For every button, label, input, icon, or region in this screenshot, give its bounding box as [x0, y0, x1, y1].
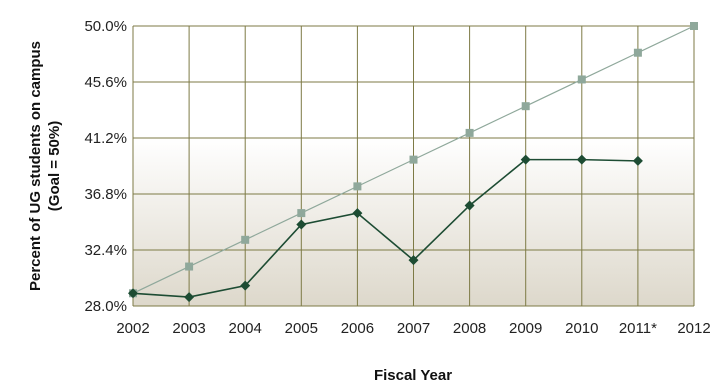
- data-point: [409, 155, 418, 164]
- data-point: [465, 128, 474, 137]
- data-point: [520, 154, 531, 165]
- x-tick-label: 2008: [453, 320, 486, 337]
- y-tick-label: 41.2%: [84, 130, 127, 147]
- x-axis-title: Fiscal Year: [374, 367, 452, 384]
- x-tick-label: 2005: [285, 320, 318, 337]
- data-point: [128, 288, 138, 299]
- data-point: [408, 255, 419, 266]
- y-axis-title-line: (Goal = 50%): [46, 121, 63, 211]
- x-tick-label: 2011*: [619, 320, 657, 337]
- data-point: [464, 200, 475, 211]
- data-point: [633, 48, 642, 57]
- data-point: [297, 209, 306, 218]
- x-tick-label: 2007: [397, 320, 430, 337]
- x-tick-label: 2012: [677, 320, 710, 337]
- series-layer: [128, 22, 698, 303]
- data-point: [353, 182, 362, 191]
- x-tick-labels: 2002 2003 2004 2005 2006 2007 2008 2009 2010 2011…: [116, 320, 710, 337]
- data-point: [296, 219, 307, 230]
- x-tick-label: 2006: [341, 320, 374, 337]
- y-tick-label: 45.6%: [84, 74, 127, 91]
- y-axis-title-line: Percent of UG students on campus: [27, 41, 44, 291]
- series-2: [128, 154, 643, 303]
- data-point: [632, 155, 643, 166]
- data-point: [184, 292, 195, 303]
- gridlines: [132, 25, 695, 307]
- data-point: [240, 280, 251, 291]
- x-tick-label: 2010: [565, 320, 598, 337]
- data-point: [241, 235, 250, 244]
- y-tick-label: 32.4%: [84, 242, 127, 259]
- y-tick-label: 28.0%: [84, 298, 127, 315]
- y-axis-title: Percent of UG students on campus (Goal = …: [27, 41, 63, 291]
- data-point: [690, 22, 698, 30]
- data-point: [577, 75, 586, 84]
- y-tick-labels: 28.0% 32.4% 36.8% 41.2% 45.6% 50.0%: [84, 18, 127, 315]
- x-tick-label: 2003: [172, 320, 205, 337]
- data-point: [352, 208, 363, 219]
- data-point: [521, 102, 530, 111]
- data-point: [185, 262, 194, 271]
- data-point: [576, 154, 587, 165]
- y-tick-label: 36.8%: [84, 186, 127, 203]
- x-tick-label: 2002: [116, 320, 149, 337]
- x-tick-label: 2004: [229, 320, 262, 337]
- y-tick-label: 50.0%: [84, 18, 127, 35]
- x-tick-label: 2009: [509, 320, 542, 337]
- series-line: [132, 158, 638, 298]
